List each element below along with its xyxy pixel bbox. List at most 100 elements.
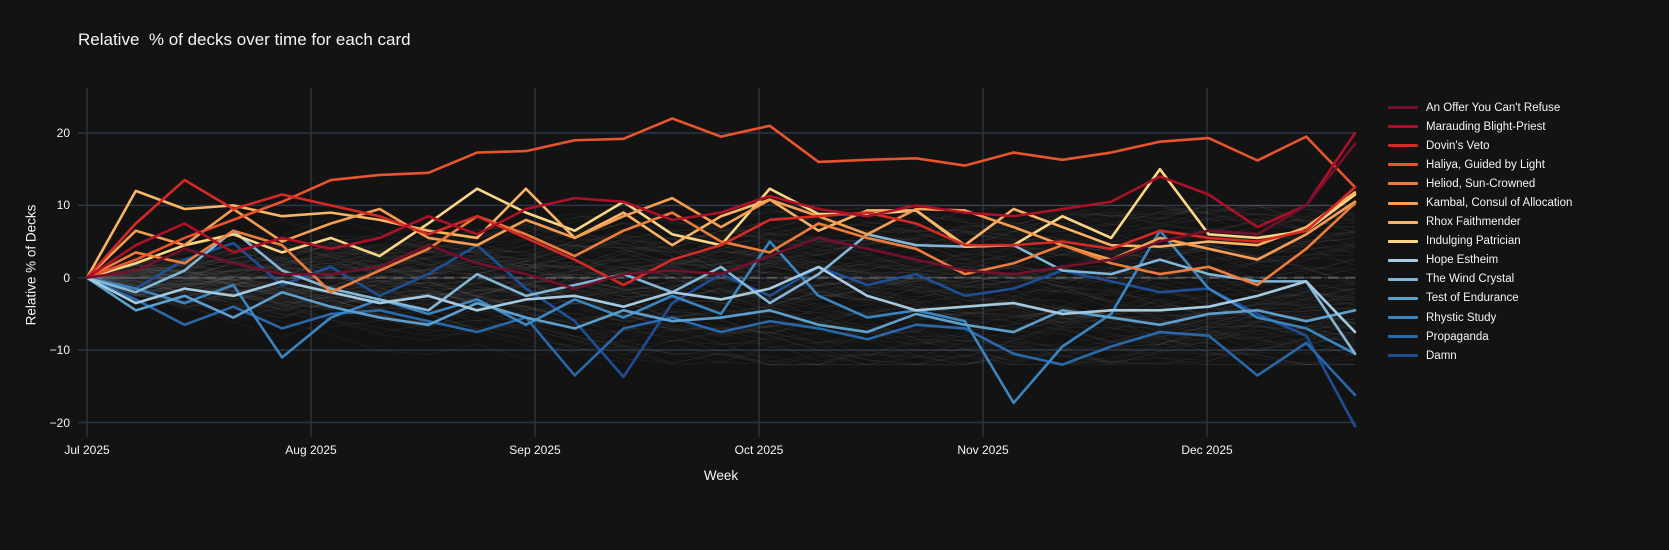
background-series-line (86, 204, 1356, 292)
background-series-line (86, 222, 1356, 298)
y-tick-label: 10 (56, 198, 70, 213)
background-series-line (86, 277, 1356, 333)
legend-item[interactable]: An Offer You Can't Refuse (1388, 98, 1572, 117)
legend-line-swatch (1388, 258, 1418, 262)
legend-item[interactable]: Damn (1388, 346, 1572, 365)
legend-item[interactable]: Hope Estheim (1388, 251, 1572, 270)
legend-item-label: Kambal, Consul of Allocation (1426, 197, 1573, 210)
legend-item[interactable]: Rhox Faithmender (1388, 213, 1572, 232)
background-series-line (86, 277, 1356, 362)
background-series-line (86, 204, 1355, 279)
legend-item-label: Rhystic Study (1426, 311, 1497, 324)
legend-item-label: Test of Endurance (1426, 292, 1519, 305)
legend-line-swatch (1388, 163, 1418, 167)
legend-line-swatch (1388, 144, 1418, 148)
x-axis-title: Week (703, 468, 739, 483)
background-series-line (86, 263, 1356, 352)
legend-line-swatch (1388, 316, 1418, 320)
y-tick-label: −10 (49, 343, 70, 358)
legend-item[interactable]: Kambal, Consul of Allocation (1388, 193, 1572, 212)
legend-item-label: The Wind Crystal (1426, 273, 1515, 286)
series-line[interactable] (85, 276, 1357, 334)
legend-item[interactable]: Rhystic Study (1388, 308, 1572, 327)
background-series-line (86, 277, 1356, 366)
x-tick-label: Dec 2025 (1181, 443, 1233, 457)
legend-item[interactable]: Haliya, Guided by Light (1388, 155, 1572, 174)
y-tick-label: 20 (56, 126, 70, 140)
background-series-line (86, 231, 1356, 299)
background-series-line (86, 274, 1356, 330)
background-series-line (86, 262, 1356, 311)
background-series-line (86, 218, 1356, 279)
background-series-line (86, 277, 1356, 366)
series-line[interactable] (85, 265, 1357, 334)
y-tick-label: −20 (49, 415, 70, 430)
legend-item[interactable]: Indulging Patrician (1388, 232, 1572, 251)
background-series-line (86, 247, 1356, 296)
x-tick-label: Oct 2025 (734, 443, 784, 457)
series-line[interactable] (85, 196, 1357, 280)
legend-item[interactable]: Dovin's Veto (1388, 136, 1572, 155)
background-series-line (86, 277, 1356, 333)
series-line[interactable] (85, 131, 1357, 280)
background-series-line (86, 236, 1356, 309)
background-series-line (86, 246, 1356, 284)
legend-item[interactable]: The Wind Crystal (1388, 270, 1572, 289)
background-series-line (86, 241, 1356, 289)
legend-item-label: Damn (1426, 349, 1457, 362)
background-series-line (86, 277, 1356, 366)
y-axis-title: Relative % of Decks (23, 204, 39, 326)
background-series-line (86, 277, 1356, 352)
background-series-line (86, 257, 1356, 311)
background-series-line (86, 277, 1356, 366)
x-tick-label: Sep 2025 (509, 443, 561, 457)
legend-line-swatch (1388, 220, 1418, 224)
background-series-line (86, 204, 1356, 297)
background-series-line (86, 244, 1356, 319)
background-series-line (86, 259, 1355, 366)
legend-line-swatch (1388, 296, 1418, 300)
legend-line-swatch (1388, 106, 1418, 110)
series-line[interactable] (85, 178, 1357, 287)
background-series-line (86, 268, 1356, 319)
legend-item[interactable]: Marauding Blight-Priest (1388, 117, 1572, 136)
legend-item-label: Dovin's Veto (1426, 139, 1490, 152)
legend-item[interactable]: Heliod, Sun-Crowned (1388, 174, 1572, 193)
background-series-line (86, 277, 1356, 343)
legend-item-label: Marauding Blight-Priest (1426, 120, 1546, 133)
legend-item-label: Heliod, Sun-Crowned (1426, 177, 1536, 190)
legend-item[interactable]: Test of Endurance (1388, 289, 1572, 308)
legend-line-swatch (1388, 335, 1418, 339)
background-series-line (86, 277, 1356, 366)
series-line[interactable] (85, 276, 1357, 397)
legend-line-swatch (1388, 201, 1418, 205)
background-series-line (86, 277, 1356, 366)
series-line[interactable] (85, 201, 1357, 294)
legend-item-label: An Offer You Can't Refuse (1426, 101, 1561, 114)
series-line[interactable] (85, 229, 1357, 405)
y-tick-label: 0 (63, 270, 70, 285)
background-series-line (86, 230, 1356, 279)
legend-item-label: Haliya, Guided by Light (1426, 158, 1545, 171)
background-series-line (86, 233, 1356, 289)
background-series-line (86, 244, 1356, 336)
background-series-line (86, 260, 1356, 338)
legend-item[interactable]: Propaganda (1388, 327, 1572, 346)
background-series-line (86, 253, 1356, 336)
series-line[interactable] (85, 142, 1357, 290)
background-series-line (86, 204, 1356, 279)
background-series-line (86, 243, 1356, 305)
series-line[interactable] (85, 229, 1357, 356)
background-series-line (86, 220, 1356, 305)
background-series-line (86, 277, 1356, 366)
legend-item-label: Rhox Faithmender (1426, 216, 1521, 229)
background-series-line (86, 277, 1356, 345)
legend-item-label: Indulging Patrician (1426, 235, 1521, 248)
series-line[interactable] (85, 117, 1357, 280)
legend-line-swatch (1388, 182, 1418, 186)
legend: An Offer You Can't Refuse Marauding Bligh… (1388, 98, 1572, 365)
x-tick-label: Jul 2025 (64, 443, 110, 457)
legend-line-swatch (1388, 354, 1418, 358)
legend-line-swatch (1388, 239, 1418, 243)
